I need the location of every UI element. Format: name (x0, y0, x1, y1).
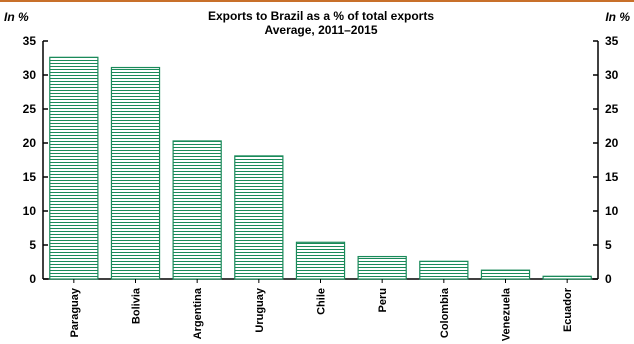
y-tick-label-left: 0 (29, 272, 36, 286)
chart-title: Exports to Brazil as a % of total export… (208, 9, 434, 23)
y-tick-label-left: 30 (23, 68, 37, 82)
bar (49, 56, 99, 280)
y-tick-label-right: 30 (605, 68, 619, 82)
bar (234, 155, 284, 280)
x-tick-label: Argentina (192, 287, 204, 339)
bar (480, 269, 531, 280)
x-tick-label: Chile (316, 288, 328, 315)
x-tick-label: Venezuela (501, 287, 513, 341)
y-tick-label-left: 10 (23, 204, 37, 218)
y-tick-label-left: 15 (23, 170, 37, 184)
y-tick-label-left: 5 (29, 238, 36, 252)
x-tick-label: Bolivia (131, 287, 143, 324)
y-unit-right: In % (605, 10, 630, 24)
x-tick-label: Paraguay (69, 287, 81, 337)
x-tick-label: Uruguay (254, 287, 266, 333)
bar (295, 241, 346, 280)
y-tick-label-right: 20 (605, 136, 619, 150)
y-tick-label-left: 35 (23, 34, 37, 48)
y-tick-label-right: 15 (605, 170, 619, 184)
y-tick-label-left: 20 (23, 136, 37, 150)
bar (419, 260, 469, 280)
y-tick-label-right: 25 (605, 102, 619, 116)
y-tick-label-left: 25 (23, 102, 37, 116)
bar (110, 66, 161, 280)
bar (542, 275, 592, 280)
y-tick-label-right: 10 (605, 204, 619, 218)
x-tick-label: Ecuador (562, 287, 574, 332)
y-unit-left: In % (4, 10, 29, 24)
y-tick-label-right: 35 (605, 34, 619, 48)
bar (357, 255, 407, 280)
plot-area: 0 0 5 5 10 10 15 15 20 20 25 25 30 30 35 35 Paraguay Boli… (23, 34, 619, 341)
y-tick-label-right: 5 (605, 238, 612, 252)
bar (172, 140, 222, 280)
x-tick-label: Colombia (439, 287, 451, 338)
y-tick-label-right: 0 (605, 272, 612, 286)
x-tick-label: Peru (377, 288, 389, 312)
chart-subtitle: Average, 2011–2015 (265, 23, 378, 37)
